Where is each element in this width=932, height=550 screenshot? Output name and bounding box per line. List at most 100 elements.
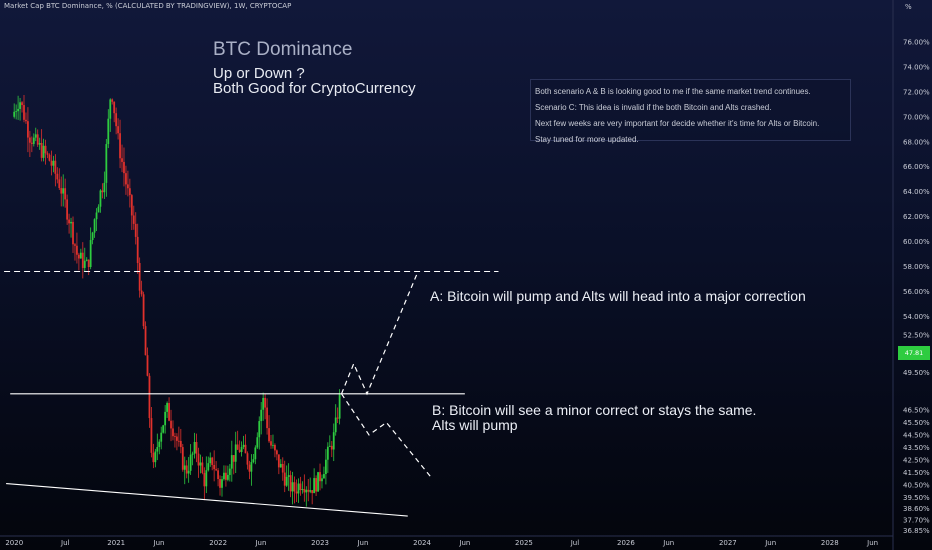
candle-body [50,160,53,166]
candle-body [123,161,125,174]
y-tick-label: 68.00% [903,138,930,146]
chart-grid [0,0,894,550]
candle-body [140,290,143,295]
candle-body [209,457,212,464]
candle-body [219,479,221,488]
candle-body [321,478,323,482]
candle-body [79,252,82,259]
candle-body [66,199,69,220]
candle-body [187,470,190,474]
candle-body [60,188,63,194]
time-axis[interactable]: 2020 Jul 2021 Jun 2022 Jun 2023 Jun 2024 Jun 2025 J… [5,539,878,547]
candle-body [181,447,184,470]
candle-body [72,221,74,245]
candle-body [283,472,286,486]
candle-body [132,215,135,224]
candle-body [21,102,23,106]
x-tick-label: 2024 [413,539,431,547]
candle-body [125,173,127,185]
x-tick-label: 2022 [209,539,227,547]
candle-body [311,490,314,494]
candle-body [85,259,88,261]
candle-body [136,236,139,263]
candle-body [128,188,131,196]
candle-body [199,462,202,466]
current-price-tag: 47.81 [898,346,930,360]
candle-body [266,407,268,429]
candle-body [172,428,174,437]
candle-body [189,454,192,471]
x-tick-label: 2025 [515,539,533,547]
candle-body [254,447,257,460]
candle-body [313,478,316,494]
x-tick-label: 2021 [107,539,125,547]
candle-body [162,425,165,433]
y-tick-label: 72.00% [903,88,930,96]
candle-body [197,453,200,466]
y-tick-label: 58.00% [903,263,930,271]
candle-body [246,453,249,465]
scenario-b-text-1: B: Bitcoin will see a minor correct or s… [432,402,757,418]
candle-body [28,137,31,143]
candle-body [174,436,176,438]
y-tick-label: 64.00% [903,188,930,196]
y-tick-label: 42.50% [903,456,930,464]
candle-body [130,195,133,216]
candle-body [121,158,123,162]
y-tick-label: 74.00% [903,63,930,71]
candle-body [56,173,59,180]
y-tick-label: 49.50% [903,369,930,377]
note-line: Both scenario A & B is looking good to m… [535,87,811,96]
candle-body [105,144,108,183]
projection-a-path [340,271,419,396]
candle-body [315,478,317,492]
x-tick-label: Jun [254,539,266,547]
candle-body [225,472,227,480]
candle-body [158,441,161,447]
candle-body [326,446,329,460]
candle-body [291,482,294,492]
candle-body [195,442,198,454]
candle-body [297,483,300,494]
candle-body [142,294,145,327]
candle-body [46,153,49,155]
x-tick-label: 2020 [5,539,23,547]
candle-body [126,184,129,189]
x-tick-label: Jun [866,539,878,547]
candle-body [13,111,16,117]
candle-body [40,142,43,158]
candle-body [138,262,141,291]
y-tick-label: 60.00% [903,238,930,246]
candle-body [240,446,243,452]
support-trendline [6,483,408,517]
candle-body [81,252,84,268]
candle-body [215,469,218,471]
x-tick-label: Jul [60,539,70,547]
candle-body [305,489,308,493]
y-tick-label: 76.00% [903,38,930,46]
candle-body [68,219,70,224]
candle-body [42,145,45,158]
candle-body [221,479,223,488]
y-tick-label: 37.70% [903,516,930,524]
candle-body [307,489,310,492]
subtitle-annotation-2: Both Good for CryptoCurrency [213,80,416,97]
candle-body [58,179,61,189]
candle-body [183,465,186,470]
candle-body [191,453,194,455]
candle-body [93,219,96,233]
candles [13,94,341,507]
candle-body [117,126,119,134]
candle-body [330,445,333,450]
candle-body [179,440,182,448]
candle-body [111,99,114,102]
candle-body [248,464,251,472]
scenario-b-text-2: Alts will pump [432,417,518,433]
candle-body [144,326,147,356]
price-axis[interactable]: 76.00% 74.00% 72.00% 70.00% 68.00% 66.00% 64.0… [903,38,930,534]
candle-body [275,450,278,455]
candle-body [38,142,41,145]
candle-body [176,436,178,441]
candle-body [25,119,27,122]
